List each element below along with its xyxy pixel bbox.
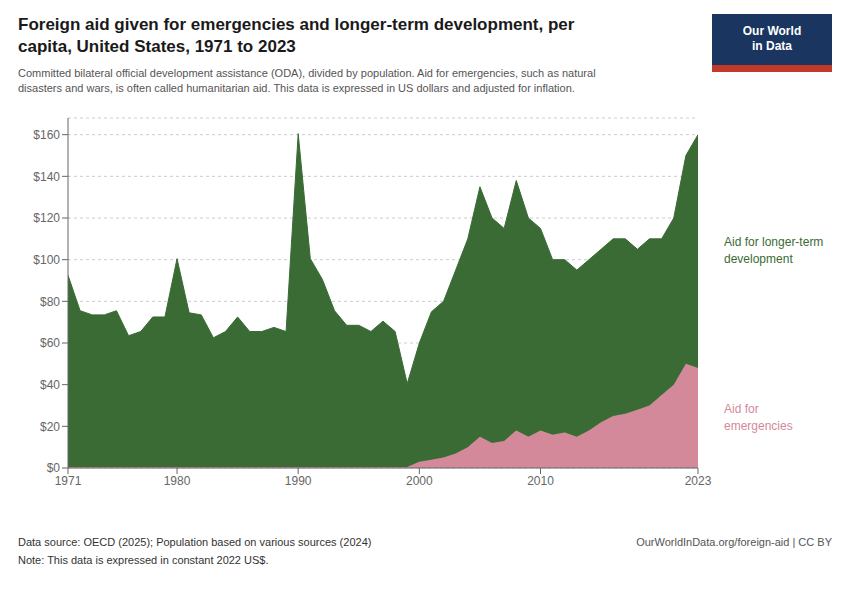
html-text:Foreign aid given for emergenc: Foreign aid given for emergencies and lo… <box>18 15 575 34</box>
svg-text:2023: 2023 <box>685 474 712 488</box>
svg-text:1980: 1980 <box>164 474 191 488</box>
svg-text:$160: $160 <box>33 128 60 142</box>
svg-text:$60: $60 <box>40 336 60 350</box>
html-text:development: development <box>724 252 793 267</box>
html-text:OurWorldInData.org/foreign-aid: OurWorldInData.org/foreign-aid | CC BY <box>636 536 832 548</box>
html-text:Data source: OECD (2025); Popu: Data source: OECD (2025); Population bas… <box>18 536 372 548</box>
svg-text:$100: $100 <box>33 253 60 267</box>
svg-text:1971: 1971 <box>55 474 82 488</box>
svg-text:$120: $120 <box>33 211 60 225</box>
svg-text:1990: 1990 <box>285 474 312 488</box>
svg-text:$20: $20 <box>40 420 60 434</box>
html-text:Committed bilateral official d: Committed bilateral official development… <box>18 67 596 79</box>
html-text:capita, United States, 1971 to: capita, United States, 1971 to 2023 <box>18 37 296 56</box>
svg-text:$80: $80 <box>40 295 60 309</box>
svg-text:$0: $0 <box>47 461 61 475</box>
html-text:Aid for: Aid for <box>724 402 759 416</box>
svg-text:$40: $40 <box>40 378 60 392</box>
html-text:Aid for longer-term: Aid for longer-term <box>724 235 824 250</box>
html-text:emergencies: emergencies <box>724 419 793 433</box>
html-text:Note: This data is expressed i: Note: This data is expressed in constant… <box>18 554 269 566</box>
html-text:disasters and wars, is often c: disasters and wars, is often called huma… <box>18 82 575 94</box>
svg-text:2010: 2010 <box>527 474 554 488</box>
html-text:in Data: in Data <box>752 39 792 53</box>
svg-text:$140: $140 <box>33 170 60 184</box>
html-text:Our World: Our World <box>742 24 802 38</box>
svg-text:2000: 2000 <box>406 474 433 488</box>
